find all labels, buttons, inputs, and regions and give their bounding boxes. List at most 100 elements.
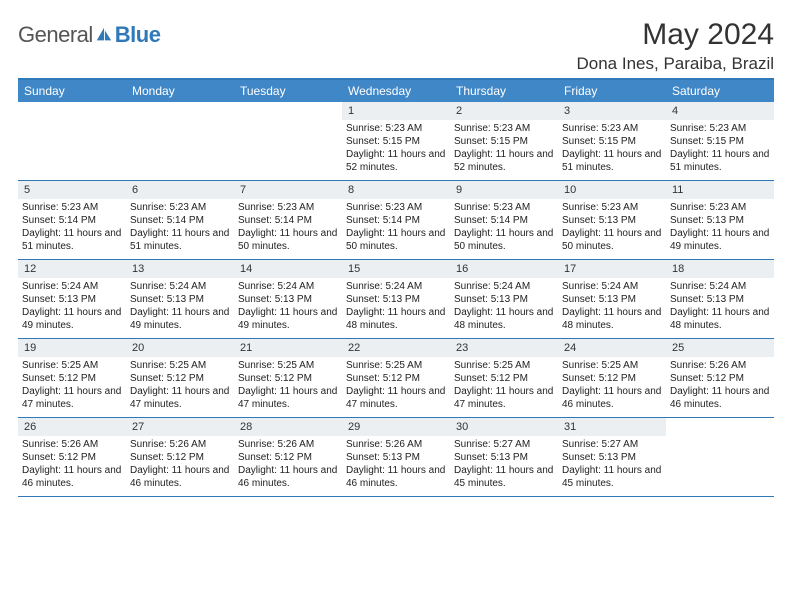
- day-details: Sunrise: 5:23 AMSunset: 5:14 PMDaylight:…: [126, 199, 234, 257]
- sunset-text: Sunset: 5:12 PM: [130, 372, 230, 385]
- weekday-header: Monday: [126, 80, 234, 102]
- week-row: 26Sunrise: 5:26 AMSunset: 5:12 PMDayligh…: [18, 418, 774, 497]
- week-row: 1Sunrise: 5:23 AMSunset: 5:15 PMDaylight…: [18, 102, 774, 181]
- sunrise-text: Sunrise: 5:23 AM: [670, 201, 770, 214]
- day-cell: 13Sunrise: 5:24 AMSunset: 5:13 PMDayligh…: [126, 260, 234, 338]
- sunset-text: Sunset: 5:12 PM: [670, 372, 770, 385]
- sunrise-text: Sunrise: 5:27 AM: [454, 438, 554, 451]
- day-cell: 2Sunrise: 5:23 AMSunset: 5:15 PMDaylight…: [450, 102, 558, 180]
- month-title: May 2024: [577, 18, 775, 52]
- sunset-text: Sunset: 5:14 PM: [22, 214, 122, 227]
- day-number: 24: [558, 339, 666, 357]
- daylight-text: Daylight: 11 hours and 49 minutes.: [238, 306, 338, 332]
- daylight-text: Daylight: 11 hours and 46 minutes.: [130, 464, 230, 490]
- daylight-text: Daylight: 11 hours and 48 minutes.: [562, 306, 662, 332]
- day-cell: 27 Sunrise: 5:26 AMSunset: 5:12 PMDayligh…: [126, 418, 234, 496]
- day-number: 17: [558, 260, 666, 278]
- day-details: Sunrise: 5:23 AMSunset: 5:15 PMDaylight:…: [342, 120, 450, 178]
- day-cell: 28Sunrise: 5:26 AMSunset: 5:12 PMDayligh…: [234, 418, 342, 496]
- daylight-text: Daylight: 11 hours and 51 minutes.: [22, 227, 122, 253]
- day-number: 10: [558, 181, 666, 199]
- sunset-text: Sunset: 5:13 PM: [562, 214, 662, 227]
- weekday-header: Thursday: [450, 80, 558, 102]
- day-cell: 20Sunrise: 5:25 AMSunset: 5:12 PMDayligh…: [126, 339, 234, 417]
- daylight-text: Daylight: 11 hours and 46 minutes.: [670, 385, 770, 411]
- sunset-text: Sunset: 5:13 PM: [670, 214, 770, 227]
- day-cell: 15Sunrise: 5:24 AMSunset: 5:13 PMDayligh…: [342, 260, 450, 338]
- daylight-text: Daylight: 11 hours and 48 minutes.: [670, 306, 770, 332]
- day-number: 27: [126, 418, 234, 436]
- sunrise-text: Sunrise: 5:23 AM: [346, 122, 446, 135]
- day-cell: [126, 102, 234, 180]
- sunrise-text: Sunrise: 5:25 AM: [22, 359, 122, 372]
- day-cell: 30Sunrise: 5:27 AMSunset: 5:13 PMDayligh…: [450, 418, 558, 496]
- location-label: Dona Ines, Paraiba, Brazil: [577, 54, 775, 74]
- day-cell: 22Sunrise: 5:25 AMSunset: 5:12 PMDayligh…: [342, 339, 450, 417]
- daylight-text: Daylight: 11 hours and 49 minutes.: [130, 306, 230, 332]
- day-details: Sunrise: 5:24 AMSunset: 5:13 PMDaylight:…: [18, 278, 126, 336]
- daylight-text: Daylight: 11 hours and 48 minutes.: [454, 306, 554, 332]
- day-details: Sunrise: 5:23 AMSunset: 5:13 PMDaylight:…: [558, 199, 666, 257]
- sunset-text: Sunset: 5:13 PM: [238, 293, 338, 306]
- day-number: 30: [450, 418, 558, 436]
- day-number: 25: [666, 339, 774, 357]
- sunrise-text: Sunrise: 5:24 AM: [670, 280, 770, 293]
- sunrise-text: Sunrise: 5:25 AM: [562, 359, 662, 372]
- sunrise-text: Sunrise: 5:24 AM: [346, 280, 446, 293]
- day-details: Sunrise: 5:27 AMSunset: 5:13 PMDaylight:…: [450, 436, 558, 494]
- daylight-text: Daylight: 11 hours and 46 minutes.: [562, 385, 662, 411]
- day-details: Sunrise: 5:24 AMSunset: 5:13 PMDaylight:…: [558, 278, 666, 336]
- day-cell: 7Sunrise: 5:23 AMSunset: 5:14 PMDaylight…: [234, 181, 342, 259]
- day-number: 11: [666, 181, 774, 199]
- day-number: 14: [234, 260, 342, 278]
- sunrise-text: Sunrise: 5:26 AM: [670, 359, 770, 372]
- sunset-text: Sunset: 5:14 PM: [238, 214, 338, 227]
- sunrise-text: Sunrise: 5:23 AM: [454, 122, 554, 135]
- day-number: 7: [234, 181, 342, 199]
- sunrise-text: Sunrise: 5:26 AM: [346, 438, 446, 451]
- day-details: Sunrise: 5:24 AMSunset: 5:13 PMDaylight:…: [234, 278, 342, 336]
- sunset-text: Sunset: 5:13 PM: [22, 293, 122, 306]
- sunset-text: Sunset: 5:15 PM: [346, 135, 446, 148]
- sunset-text: Sunset: 5:13 PM: [562, 451, 662, 464]
- daylight-text: Daylight: 11 hours and 51 minutes.: [562, 148, 662, 174]
- sunset-text: Sunset: 5:12 PM: [22, 451, 122, 464]
- day-number: 16: [450, 260, 558, 278]
- day-number: 2: [450, 102, 558, 120]
- day-number: 18: [666, 260, 774, 278]
- day-details: Sunrise: 5:23 AMSunset: 5:15 PMDaylight:…: [558, 120, 666, 178]
- sunrise-text: Sunrise: 5:26 AM: [238, 438, 338, 451]
- weekday-header: Friday: [558, 80, 666, 102]
- day-number: 8: [342, 181, 450, 199]
- day-cell: 26Sunrise: 5:26 AMSunset: 5:12 PMDayligh…: [18, 418, 126, 496]
- logo-sail-icon: [95, 26, 113, 44]
- day-cell: 17Sunrise: 5:24 AMSunset: 5:13 PMDayligh…: [558, 260, 666, 338]
- sunrise-text: Sunrise: 5:23 AM: [670, 122, 770, 135]
- day-cell: 8Sunrise: 5:23 AMSunset: 5:14 PMDaylight…: [342, 181, 450, 259]
- sunset-text: Sunset: 5:14 PM: [454, 214, 554, 227]
- sunrise-text: Sunrise: 5:26 AM: [130, 438, 230, 451]
- day-details: Sunrise: 5:25 AMSunset: 5:12 PMDaylight:…: [450, 357, 558, 415]
- daylight-text: Daylight: 11 hours and 47 minutes.: [346, 385, 446, 411]
- day-cell: 21Sunrise: 5:25 AMSunset: 5:12 PMDayligh…: [234, 339, 342, 417]
- sunrise-text: Sunrise: 5:27 AM: [562, 438, 662, 451]
- logo-text-general: General: [18, 22, 93, 48]
- sunset-text: Sunset: 5:15 PM: [562, 135, 662, 148]
- weekday-header-row: SundayMondayTuesdayWednesdayThursdayFrid…: [18, 80, 774, 102]
- week-row: 12Sunrise: 5:24 AMSunset: 5:13 PMDayligh…: [18, 260, 774, 339]
- daylight-text: Daylight: 11 hours and 49 minutes.: [22, 306, 122, 332]
- sunset-text: Sunset: 5:12 PM: [130, 451, 230, 464]
- title-block: May 2024 Dona Ines, Paraiba, Brazil: [577, 18, 775, 74]
- week-row: 19Sunrise: 5:25 AMSunset: 5:12 PMDayligh…: [18, 339, 774, 418]
- logo-text-blue: Blue: [115, 22, 161, 48]
- daylight-text: Daylight: 11 hours and 47 minutes.: [238, 385, 338, 411]
- day-details: Sunrise: 5:24 AMSunset: 5:13 PMDaylight:…: [666, 278, 774, 336]
- daylight-text: Daylight: 11 hours and 50 minutes.: [562, 227, 662, 253]
- sunrise-text: Sunrise: 5:24 AM: [130, 280, 230, 293]
- day-number: 28: [234, 418, 342, 436]
- daylight-text: Daylight: 11 hours and 52 minutes.: [454, 148, 554, 174]
- day-details: Sunrise: 5:23 AMSunset: 5:14 PMDaylight:…: [450, 199, 558, 257]
- sunset-text: Sunset: 5:13 PM: [670, 293, 770, 306]
- day-number: 29: [342, 418, 450, 436]
- daylight-text: Daylight: 11 hours and 52 minutes.: [346, 148, 446, 174]
